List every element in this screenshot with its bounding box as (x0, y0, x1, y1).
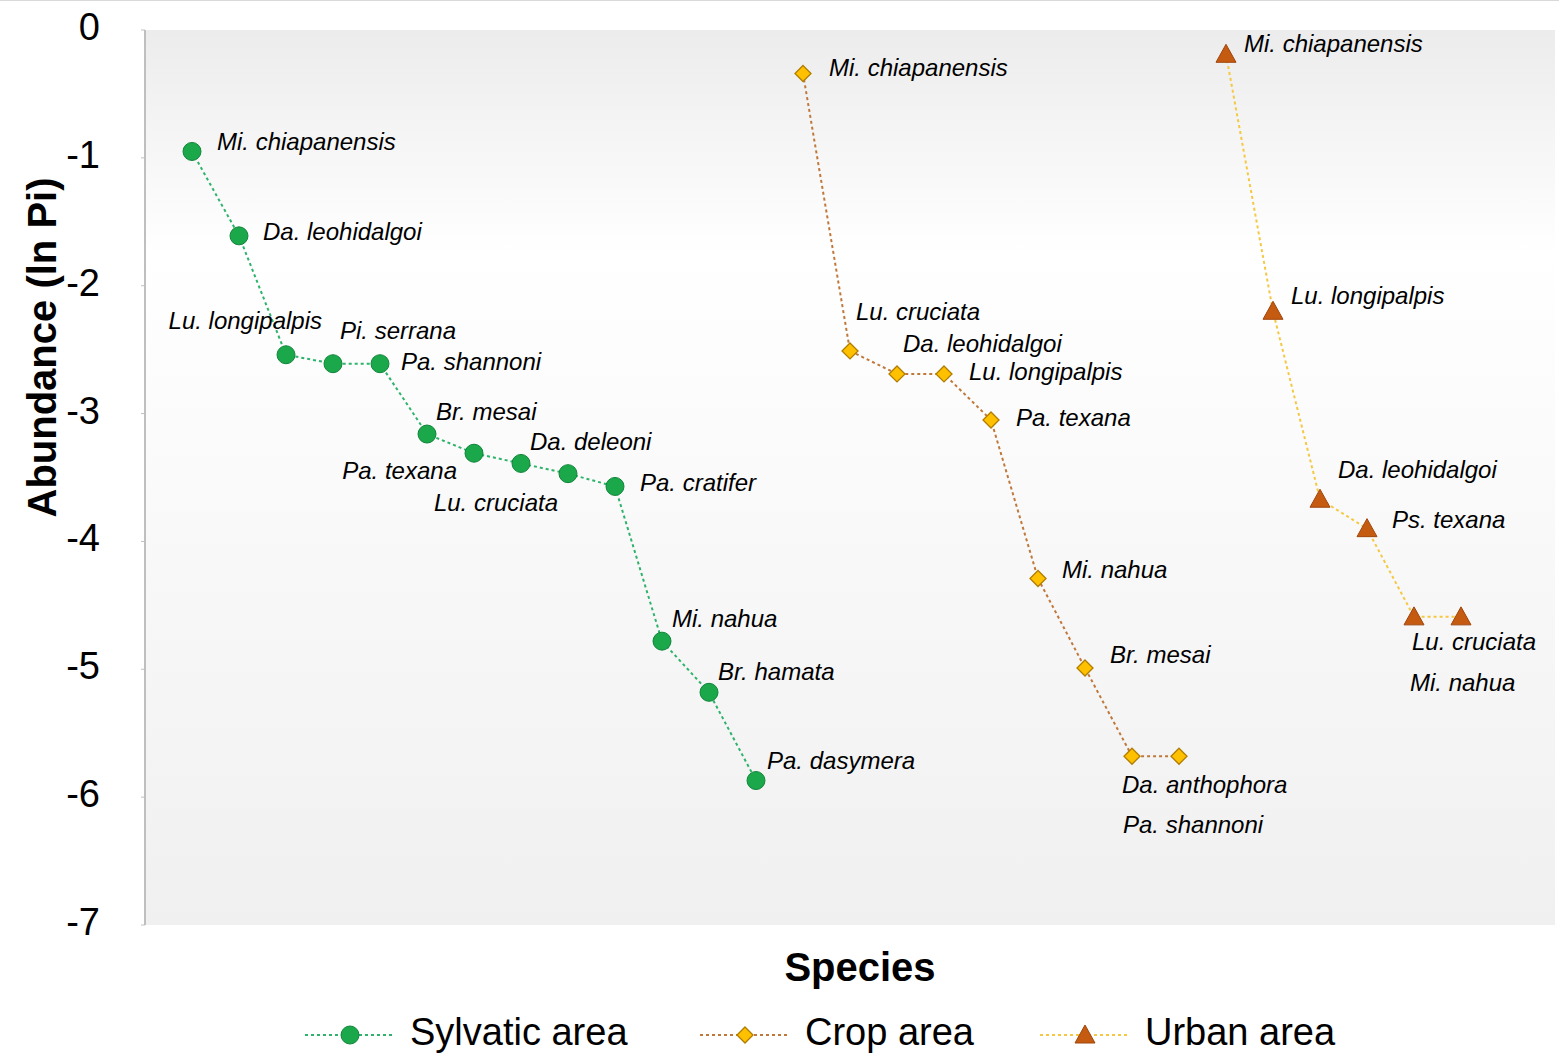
data-point (1030, 571, 1046, 587)
point-label: Br. hamata (718, 658, 835, 685)
point-label: Lu. longipalpis (969, 358, 1122, 385)
plot-area (145, 30, 1555, 925)
data-point (559, 465, 577, 483)
legend-marker (341, 1026, 359, 1044)
x-axis-title: Species (784, 945, 935, 989)
point-label: Lu. cruciata (1412, 628, 1536, 655)
legend-label: Urban area (1145, 1011, 1336, 1053)
point-label: Mi. nahua (1410, 669, 1515, 696)
point-labels: Mi. chiapanensisDa. leohidalgoiLu. longi… (169, 30, 1537, 838)
data-point (1310, 489, 1330, 507)
point-label: Br. mesai (1110, 641, 1211, 668)
y-tick-label: 0 (79, 6, 100, 48)
point-label: Mi. nahua (672, 605, 777, 632)
y-tick (141, 925, 145, 926)
data-point (1216, 44, 1236, 62)
y-tick-label: -5 (66, 645, 100, 687)
y-tick-label: -2 (66, 262, 100, 304)
legend-marker (1075, 1025, 1095, 1043)
point-label: Da. leohidalgoi (263, 218, 422, 245)
point-label: Da. leohidalgoi (1338, 456, 1497, 483)
point-label: Lu. cruciata (434, 489, 558, 516)
y-tick-label: -4 (66, 517, 100, 559)
y-axis-line (144, 30, 146, 925)
point-label: Mi. chiapanensis (829, 54, 1008, 81)
data-point (277, 346, 295, 364)
data-point (936, 366, 952, 382)
data-point (889, 366, 905, 382)
point-label: Pa. texana (342, 457, 457, 484)
data-point (795, 65, 811, 81)
point-label: Da. anthophora (1122, 771, 1287, 798)
y-axis-title: Abundance (ln Pi) (20, 178, 64, 518)
point-label: Mi. nahua (1062, 556, 1167, 583)
y-tick (141, 285, 145, 286)
point-label: Pa. dasymera (767, 747, 915, 774)
data-point (183, 142, 201, 160)
data-point (1171, 748, 1187, 764)
point-label: Pa. cratifer (640, 469, 757, 496)
y-tick-label: -1 (66, 134, 100, 176)
data-point (747, 772, 765, 790)
y-tick (141, 669, 145, 670)
y-tick (141, 413, 145, 414)
legend: Sylvatic area Crop area Urban area (305, 1011, 1336, 1053)
data-point (418, 425, 436, 443)
point-label: Pa. shannoni (401, 348, 542, 375)
y-tick (141, 541, 145, 542)
data-point (842, 343, 858, 359)
point-label: Ps. texana (1392, 506, 1505, 533)
legend-marker (737, 1027, 753, 1043)
point-label: Pi. serrana (340, 317, 456, 344)
data-point (1451, 607, 1471, 625)
page-bg (0, 0, 1559, 1063)
plot-marks (183, 44, 1471, 789)
point-label: Lu. longipalpis (169, 307, 322, 334)
point-label: Mi. chiapanensis (1244, 30, 1423, 57)
data-point (324, 355, 342, 373)
y-tick-label: -3 (66, 390, 100, 432)
chart-root: 0 -1 -2 -3 -4 -5 -6 -7 Abundance (ln Pi) Species M… (0, 0, 1559, 1063)
top-border (0, 0, 1559, 1)
point-label: Br. mesai (436, 398, 537, 425)
point-label: Da. deleoni (530, 428, 652, 455)
data-point (983, 412, 999, 428)
legend-label: Crop area (805, 1011, 975, 1053)
data-point (653, 632, 671, 650)
data-point (230, 227, 248, 245)
point-label: Lu. longipalpis (1291, 282, 1444, 309)
y-tick (141, 30, 145, 31)
data-point (1357, 519, 1377, 537)
y-tick-label: -6 (66, 773, 100, 815)
data-point (1263, 301, 1283, 319)
point-label: Pa. shannoni (1123, 811, 1264, 838)
point-label: Da. leohidalgoi (903, 330, 1062, 357)
data-point (465, 444, 483, 462)
series-line (192, 151, 756, 780)
legend-label: Sylvatic area (410, 1011, 628, 1053)
point-label: Lu. cruciata (856, 298, 980, 325)
y-tick-label: -7 (66, 901, 100, 943)
data-point (512, 454, 530, 472)
data-point (1124, 748, 1140, 764)
data-point (606, 477, 624, 495)
data-point (1404, 607, 1424, 625)
point-label: Pa. texana (1016, 404, 1131, 431)
point-label: Mi. chiapanensis (217, 128, 396, 155)
data-point (700, 683, 718, 701)
data-point (1077, 660, 1093, 676)
y-tick (141, 157, 145, 158)
y-tick (141, 797, 145, 798)
data-point (371, 355, 389, 373)
